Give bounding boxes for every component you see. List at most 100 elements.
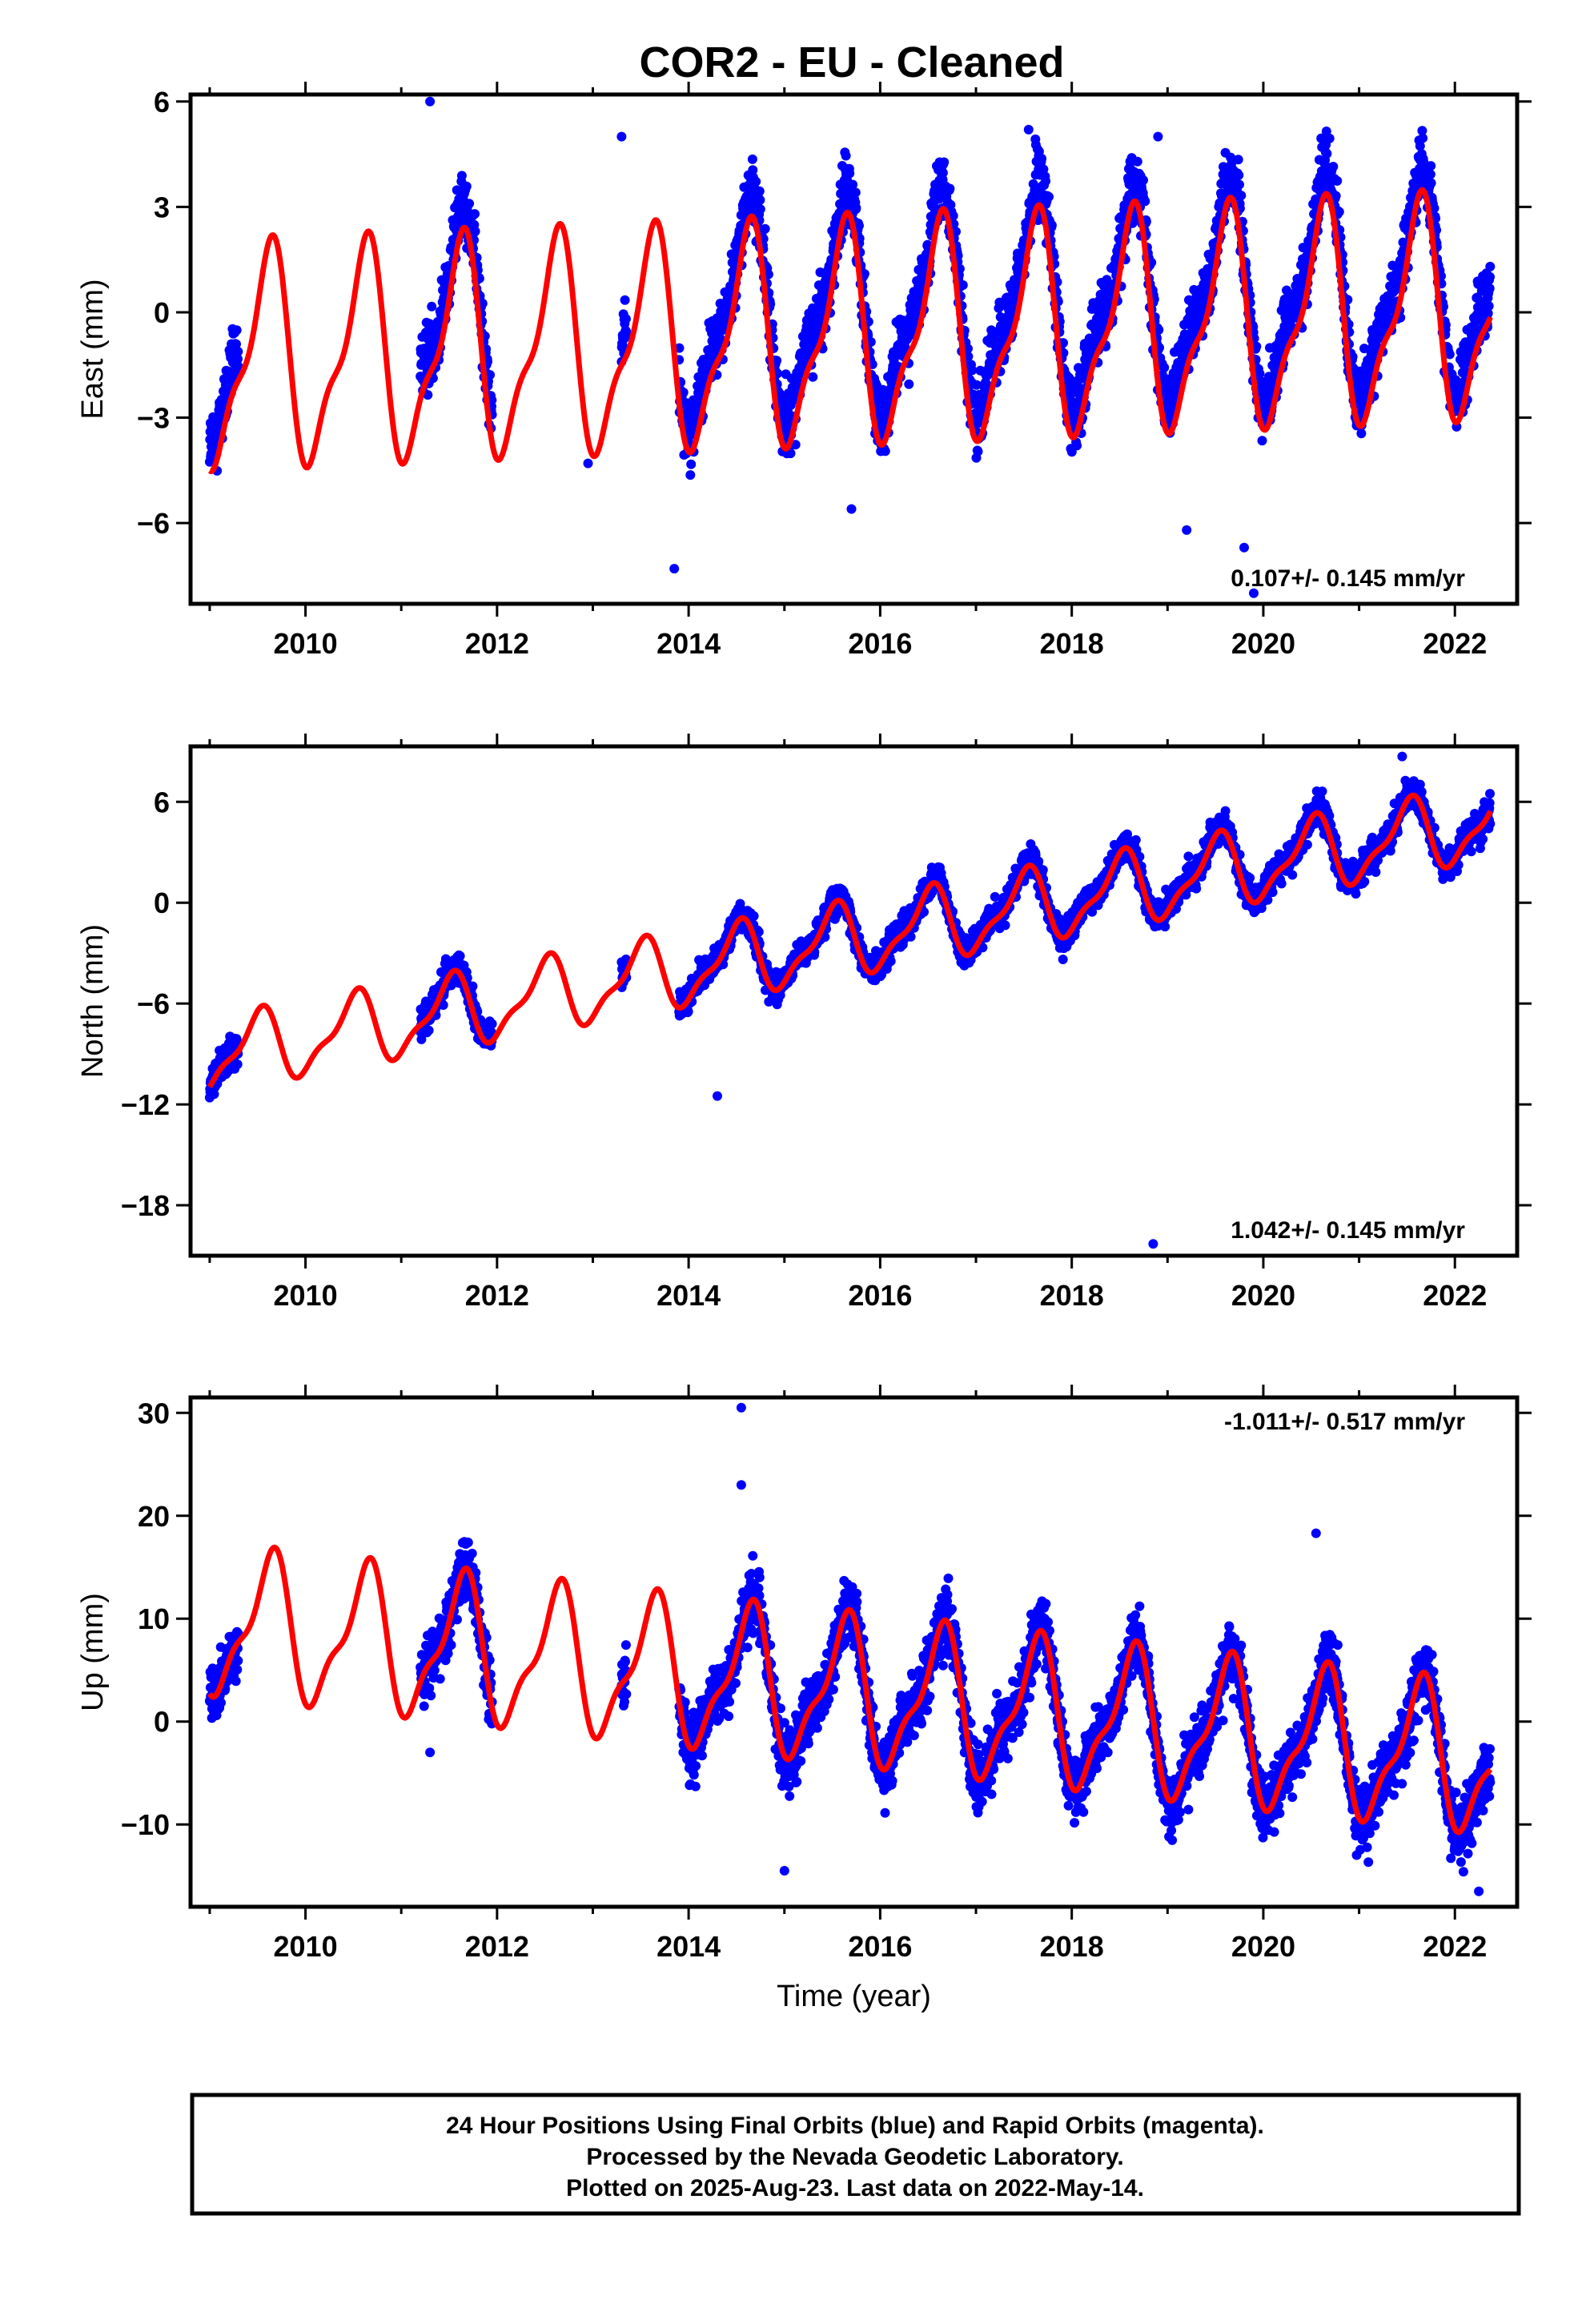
outlier-point	[1023, 124, 1034, 135]
data-point	[455, 951, 465, 961]
data-point	[1234, 170, 1244, 180]
data-point	[1485, 261, 1496, 271]
data-point	[1426, 161, 1436, 171]
y-axis-label: East (mm)	[76, 279, 110, 419]
data-point	[1322, 148, 1332, 159]
data-point	[1044, 191, 1054, 202]
x-tick-label: 2018	[1040, 627, 1104, 660]
panel-north: 2010 2012 2014 2016 2018 2020 202260−6−12−18No…	[76, 734, 1532, 1312]
data-point	[424, 319, 435, 329]
x-tick-label: 2012	[465, 627, 529, 660]
data-point	[1132, 156, 1142, 167]
data-point	[747, 154, 757, 164]
data-point	[674, 343, 685, 353]
data-point	[424, 1025, 434, 1035]
data-point	[231, 339, 241, 349]
outlier-point	[1182, 525, 1192, 535]
data-point	[848, 179, 858, 190]
data-point	[1235, 179, 1244, 190]
outlier-point	[425, 96, 436, 107]
x-tick-label: 2010	[274, 627, 338, 660]
data-point	[487, 1019, 497, 1029]
outlier-point	[616, 131, 627, 142]
plot-area	[204, 751, 1496, 1249]
data-point	[754, 186, 765, 196]
y-tick-label: 3	[154, 191, 170, 223]
data-point	[1332, 175, 1343, 186]
data-point	[1425, 169, 1435, 179]
data-point	[461, 181, 472, 191]
data-point	[845, 168, 855, 179]
data-point	[850, 187, 861, 198]
data-point	[945, 183, 955, 194]
data-point	[851, 203, 861, 213]
data-point	[620, 295, 630, 305]
data-point	[1140, 196, 1150, 207]
data-point	[1484, 283, 1495, 294]
data-point	[865, 337, 876, 347]
data-point	[232, 1059, 243, 1069]
x-tick-label: 2016	[848, 627, 912, 660]
data-point	[1041, 176, 1051, 187]
data-point	[621, 327, 632, 337]
outlier-point	[846, 504, 857, 514]
data-point	[938, 167, 948, 178]
data-point	[1233, 155, 1243, 165]
x-tick-label: 2020	[1231, 627, 1295, 660]
panels-group: 2010 2012 2014 2016 2018 2020 2022630−3−6East …	[76, 82, 1532, 2013]
data-point	[967, 365, 978, 376]
model-curve	[207, 187, 1493, 474]
data-point	[1324, 133, 1335, 143]
data-point	[1236, 191, 1247, 201]
data-point	[1257, 436, 1267, 446]
data-point	[1328, 162, 1339, 171]
data-point	[880, 446, 890, 456]
data-point	[620, 314, 631, 324]
data-point	[464, 199, 475, 209]
y-tick-label: −3	[137, 402, 170, 435]
data-point	[971, 380, 982, 390]
data-point	[973, 446, 983, 456]
data-point	[808, 372, 818, 382]
y-tick-label: −6	[137, 507, 170, 540]
data-point	[1159, 363, 1170, 372]
data-point	[1484, 301, 1494, 312]
data-point	[470, 209, 480, 219]
outlier-point	[1153, 131, 1163, 142]
data-point	[233, 354, 243, 364]
data-point	[939, 157, 950, 167]
data-point	[1426, 178, 1436, 188]
data-point	[748, 165, 758, 175]
data-point	[963, 344, 973, 354]
data-point	[233, 361, 243, 372]
data-point	[859, 269, 869, 279]
data-point	[456, 171, 467, 181]
data-point	[749, 911, 759, 921]
data-point	[685, 470, 696, 480]
data-point	[904, 379, 914, 389]
data-point	[470, 226, 480, 236]
data-point	[427, 301, 437, 312]
y-tick-label: 0	[154, 296, 170, 329]
data-point	[751, 176, 761, 187]
figure-title: COR2 - EU - Cleaned	[639, 38, 1064, 86]
data-point	[1072, 440, 1082, 451]
data-point	[755, 204, 765, 215]
outlier-point	[669, 564, 680, 574]
data-point	[1138, 175, 1148, 185]
data-point	[485, 370, 495, 380]
x-tick-label: 2014	[656, 627, 721, 660]
plot-area	[204, 96, 1496, 598]
data-point	[755, 195, 765, 205]
data-point	[1485, 271, 1495, 282]
x-tick-label: 2022	[1423, 627, 1487, 660]
data-point	[760, 223, 770, 234]
data-point	[233, 347, 243, 356]
data-point	[790, 440, 801, 450]
data-point	[951, 227, 961, 237]
data-point	[1418, 133, 1428, 143]
outlier-point	[1239, 542, 1249, 553]
data-point	[841, 151, 851, 161]
data-point	[885, 956, 896, 967]
data-point	[1037, 154, 1047, 163]
